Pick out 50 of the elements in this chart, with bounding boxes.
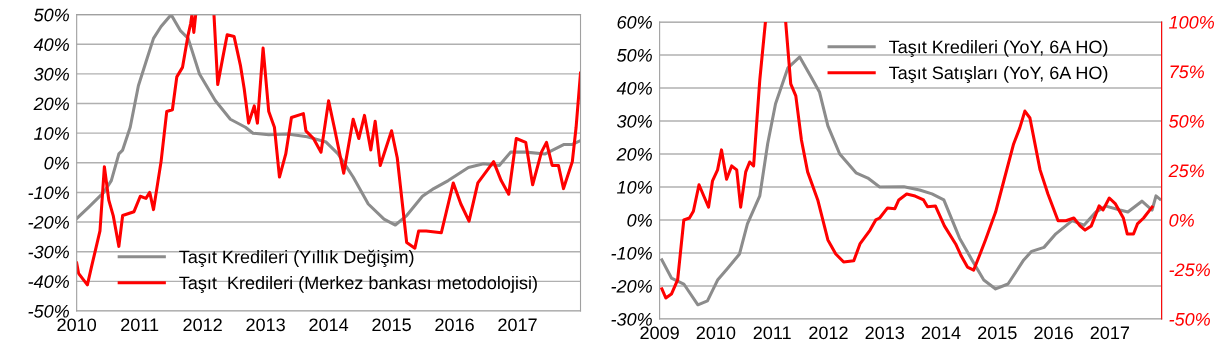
y2-tick-label: 0% — [1169, 213, 1194, 227]
y-tick-label: 60% — [617, 15, 652, 29]
x-tick-label: 2010 — [57, 318, 97, 332]
x-tick-label: 2017 — [498, 318, 537, 332]
y2-tick-label: -25% — [1169, 263, 1210, 277]
y2-tick-label: 50% — [1168, 114, 1204, 128]
y-tick-label: -40% — [28, 275, 69, 289]
y-tick-label: -10% — [611, 246, 652, 260]
legend-label: Taşıt Kredileri (Yıllık Değişim) — [179, 249, 414, 267]
x-tick-label: 2017 — [1090, 326, 1130, 340]
y-tick-label: 30% — [34, 67, 69, 81]
x-tick-label: 2009 — [640, 326, 679, 340]
y-tick-label: 50% — [616, 48, 652, 62]
y2-tick-label: 75% — [1170, 65, 1204, 79]
y2-tick-label: 100% — [1169, 15, 1214, 29]
x-tick-label: 2016 — [435, 318, 474, 332]
y-tick-label: 50% — [34, 8, 69, 22]
x-tick-label: 2015 — [372, 318, 411, 332]
y2-tick-label: -50% — [1169, 312, 1210, 326]
y-tick-label: 40% — [33, 38, 69, 52]
x-tick-label: 2014 — [309, 318, 349, 332]
legend-label: Taşıt Satışları (YoY, 6A HO) — [889, 65, 1108, 83]
y-tick-label: -20% — [611, 279, 652, 293]
x-tick-label: 2010 — [696, 326, 736, 340]
y-tick-label: -50% — [28, 304, 69, 318]
y-tick-label: -30% — [611, 312, 652, 326]
y-tick-label: 20% — [33, 97, 69, 111]
x-tick-label: 2016 — [1034, 326, 1073, 340]
y-tick-label: 10% — [34, 127, 69, 140]
x-tick-label: 2011 — [121, 318, 159, 332]
x-tick-label: 2012 — [809, 326, 848, 340]
y-tick-label: 20% — [616, 147, 652, 161]
x-tick-label: 2015 — [978, 326, 1017, 340]
x-tick-label: 2013 — [246, 318, 285, 332]
y-tick-label: 30% — [616, 114, 652, 128]
y-tick-label: -10% — [28, 186, 69, 200]
y-tick-label: 0% — [627, 213, 652, 227]
x-tick-label: 2011 — [753, 326, 791, 340]
y-tick-label: 0% — [44, 156, 69, 170]
legend-label: Taşıt Kredileri (Merkez bankası metodolojisi) — [179, 275, 537, 293]
x-tick-label: 2014 — [921, 326, 961, 340]
x-tick-label: 2012 — [183, 318, 222, 332]
line-series — [660, 55, 1162, 307]
y-tick-label: 10% — [617, 180, 652, 194]
y-tick-label: -30% — [28, 245, 69, 259]
y-tick-label: 40% — [616, 81, 652, 95]
y2-tick-label: 25% — [1168, 164, 1204, 178]
x-tick-label: 2013 — [865, 326, 905, 340]
y-tick-label: -20% — [28, 216, 69, 229]
legend-label: Taşıt Kredileri (YoY, 6A HO) — [889, 40, 1108, 57]
